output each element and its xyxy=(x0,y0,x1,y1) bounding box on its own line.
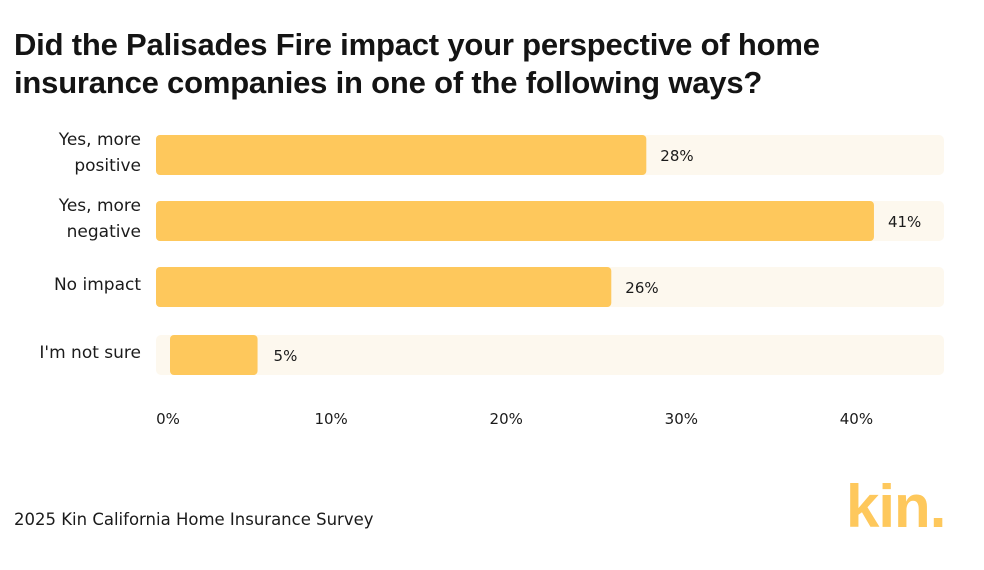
x-tick-label: 0% xyxy=(156,410,180,428)
category-label: positive xyxy=(74,156,141,176)
bar-chart: 28% Yes, more positive 41% Yes, more negative… xyxy=(39,130,944,428)
chart-title: Did the Palisades Fire impact your persp… xyxy=(14,27,820,100)
bar xyxy=(156,201,874,241)
category-label: No impact xyxy=(54,275,141,295)
bar-value-label: 5% xyxy=(274,347,298,365)
source-caption: 2025 Kin California Home Insurance Surve… xyxy=(14,510,374,529)
category-label: negative xyxy=(67,222,141,242)
x-tick-label: 20% xyxy=(490,410,523,428)
bar-track xyxy=(156,335,944,375)
bar-value-label: 41% xyxy=(888,213,921,231)
bar-value-label: 26% xyxy=(625,279,658,297)
bar xyxy=(170,335,258,375)
x-tick-label: 10% xyxy=(314,410,347,428)
x-tick-label: 40% xyxy=(840,410,873,428)
category-label: I'm not sure xyxy=(39,343,141,363)
x-tick-label: 30% xyxy=(665,410,698,428)
bar-value-label: 28% xyxy=(660,147,693,165)
category-label: Yes, more xyxy=(58,130,141,150)
kin-logo: kin. xyxy=(846,473,946,540)
bar xyxy=(156,135,647,175)
bar xyxy=(156,267,612,307)
category-label: Yes, more xyxy=(58,196,141,216)
